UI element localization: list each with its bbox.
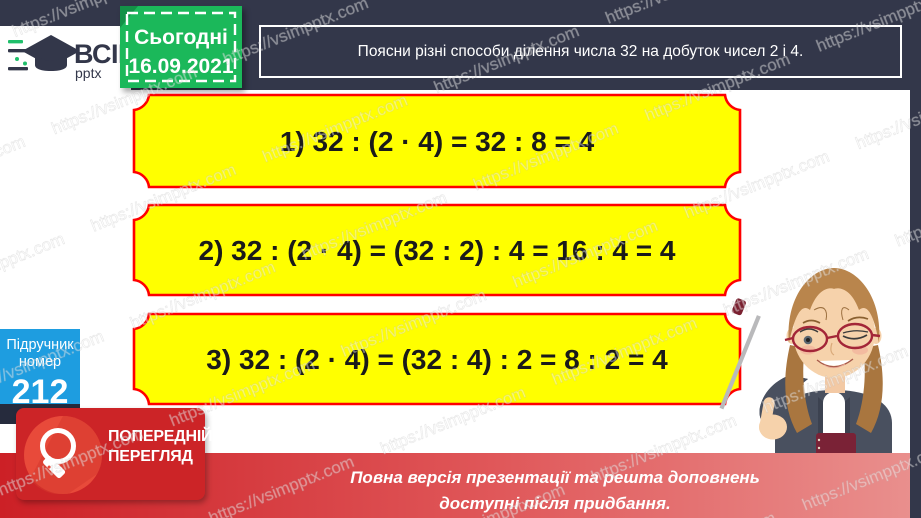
- svg-text:3) 32 : (2 · 4) = (32 : 4) : 2: 3) 32 : (2 · 4) = (32 : 4) : 2 = 8 : 2 =…: [206, 344, 668, 375]
- svg-text:1) 32 : (2 · 4) = 32 : 8 = 4: 1) 32 : (2 · 4) = 32 : 8 = 4: [280, 126, 595, 157]
- svg-text:pptx: pptx: [75, 65, 101, 81]
- svg-text:2) 32 : (2 · 4) = (32 : 2) : 4: 2) 32 : (2 · 4) = (32 : 2) : 4 = 16 : 4 …: [199, 235, 676, 266]
- svg-text:16.09.2021: 16.09.2021: [128, 55, 233, 78]
- svg-text:Сьогодні: Сьогодні: [134, 26, 228, 49]
